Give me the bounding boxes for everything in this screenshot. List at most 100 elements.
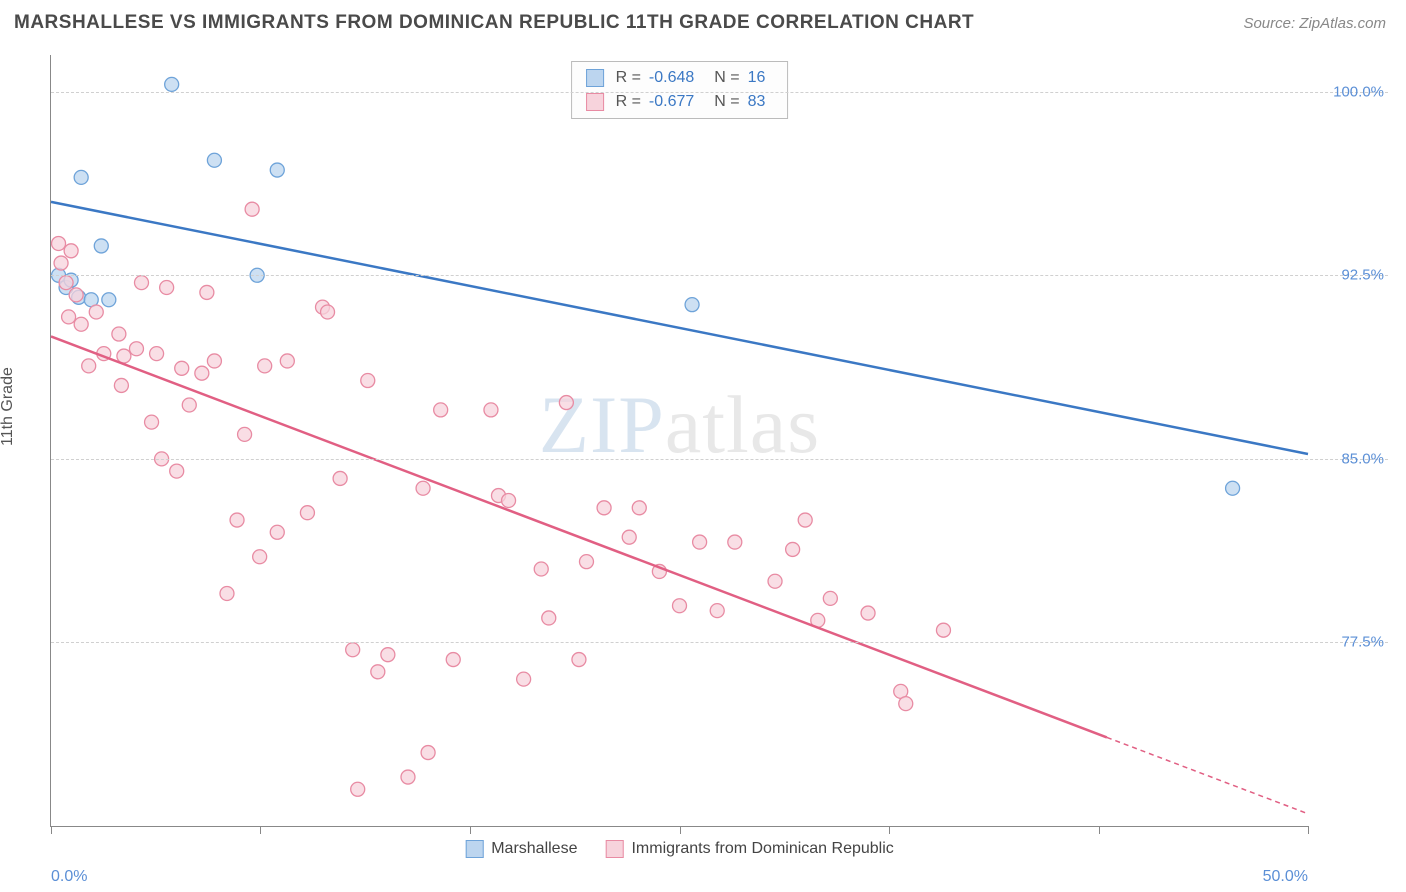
data-point <box>823 591 837 605</box>
data-point <box>82 359 96 373</box>
legend-item-2: Immigrants from Dominican Republic <box>605 840 893 858</box>
data-point <box>861 606 875 620</box>
data-point <box>59 276 73 290</box>
data-point <box>200 285 214 299</box>
data-point <box>597 501 611 515</box>
data-point <box>129 342 143 356</box>
data-point <box>936 623 950 637</box>
data-point <box>117 349 131 363</box>
y-tick-label: 77.5% <box>1341 634 1384 651</box>
source-attribution: Source: ZipAtlas.com <box>1243 15 1386 32</box>
data-point <box>899 697 913 711</box>
r-label-2: R = <box>616 90 641 114</box>
swatch-series-2 <box>586 93 604 111</box>
data-point <box>280 354 294 368</box>
y-tick-label: 85.0% <box>1341 450 1384 467</box>
data-point <box>333 471 347 485</box>
data-point <box>175 361 189 375</box>
data-point <box>74 317 88 331</box>
data-point <box>728 535 742 549</box>
data-point <box>165 77 179 91</box>
plot-area: ZIPatlas R = -0.648 N = 16 R = -0.677 N … <box>50 55 1308 827</box>
data-point <box>401 770 415 784</box>
data-point <box>74 170 88 184</box>
n-label-1: N = <box>714 66 739 90</box>
y-tick-label: 92.5% <box>1341 267 1384 284</box>
data-point <box>371 665 385 679</box>
legend-stats-row-1: R = -0.648 N = 16 <box>586 66 774 90</box>
data-point <box>170 464 184 478</box>
data-point <box>135 276 149 290</box>
data-point <box>416 481 430 495</box>
data-point <box>114 378 128 392</box>
data-point <box>145 415 159 429</box>
data-point <box>321 305 335 319</box>
series-name-2: Immigrants from Dominican Republic <box>631 840 893 858</box>
swatch-bottom-1 <box>465 840 483 858</box>
n-value-1: 16 <box>748 66 766 90</box>
data-point <box>434 403 448 417</box>
data-point <box>632 501 646 515</box>
x-tick <box>889 826 890 834</box>
x-tick-label: 0.0% <box>51 868 87 886</box>
data-point <box>69 288 83 302</box>
swatch-bottom-2 <box>605 840 623 858</box>
data-point <box>346 643 360 657</box>
data-point <box>542 611 556 625</box>
x-tick <box>680 826 681 834</box>
r-value-2: -0.677 <box>649 90 694 114</box>
data-point <box>270 525 284 539</box>
gridline-h <box>51 459 1388 460</box>
data-point <box>258 359 272 373</box>
data-point <box>207 354 221 368</box>
data-point <box>685 298 699 312</box>
data-point <box>572 653 586 667</box>
legend-item-1: Marshallese <box>465 840 577 858</box>
data-point <box>351 782 365 796</box>
data-point <box>253 550 267 564</box>
data-point <box>195 366 209 380</box>
trend-line <box>51 202 1308 454</box>
scatter-plot-svg <box>51 55 1308 826</box>
data-point <box>798 513 812 527</box>
data-point <box>579 555 593 569</box>
x-tick <box>260 826 261 834</box>
data-point <box>62 310 76 324</box>
trend-line <box>51 336 1107 737</box>
swatch-series-1 <box>586 69 604 87</box>
data-point <box>361 374 375 388</box>
n-label-2: N = <box>714 90 739 114</box>
data-point <box>710 604 724 618</box>
data-point <box>245 202 259 216</box>
legend-stats-row-2: R = -0.677 N = 83 <box>586 90 774 114</box>
gridline-h <box>51 642 1388 643</box>
data-point <box>622 530 636 544</box>
data-point <box>182 398 196 412</box>
x-tick <box>1308 826 1309 834</box>
data-point <box>64 244 78 258</box>
data-point <box>421 746 435 760</box>
gridline-h <box>51 275 1388 276</box>
data-point <box>54 256 68 270</box>
page-title: MARSHALLESE VS IMMIGRANTS FROM DOMINICAN… <box>14 12 974 34</box>
data-point <box>1226 481 1240 495</box>
x-tick <box>470 826 471 834</box>
data-point <box>673 599 687 613</box>
data-point <box>150 347 164 361</box>
data-point <box>534 562 548 576</box>
data-point <box>94 239 108 253</box>
legend-series: Marshallese Immigrants from Dominican Re… <box>465 840 894 858</box>
x-tick-label: 50.0% <box>1263 868 1308 886</box>
data-point <box>559 396 573 410</box>
data-point <box>446 653 460 667</box>
chart-container: ZIPatlas R = -0.648 N = 16 R = -0.677 N … <box>50 55 1388 827</box>
data-point <box>517 672 531 686</box>
y-tick-label: 100.0% <box>1333 83 1384 100</box>
data-point <box>160 281 174 295</box>
data-point <box>220 586 234 600</box>
data-point <box>270 163 284 177</box>
series-name-1: Marshallese <box>491 840 577 858</box>
data-point <box>768 574 782 588</box>
data-point <box>112 327 126 341</box>
r-value-1: -0.648 <box>649 66 694 90</box>
